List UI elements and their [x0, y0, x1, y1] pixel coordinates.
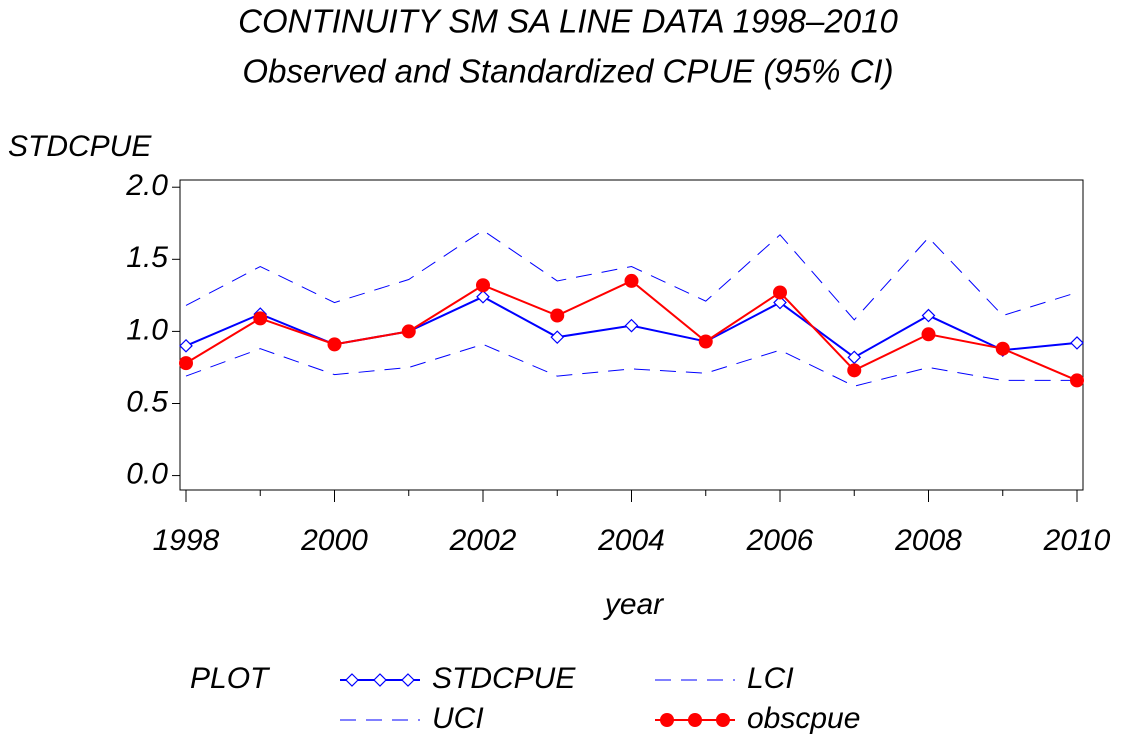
data-point: [550, 330, 565, 345]
x-tick-label: 2002: [449, 524, 517, 557]
legend-marker: [373, 673, 387, 687]
data-point: [921, 327, 936, 342]
legend-marker: [660, 713, 674, 727]
legend-label: LCI: [747, 662, 794, 695]
chart-title: CONTINUITY SM SA LINE DATA 1998–2010: [238, 3, 898, 40]
x-tick-label: 2010: [1043, 524, 1111, 557]
data-point: [921, 308, 936, 323]
legend-marker: [345, 673, 359, 687]
data-point: [476, 289, 490, 304]
series-line: [185, 343, 1077, 387]
data-point: [1070, 336, 1084, 350]
x-tick-label: 2006: [746, 524, 814, 557]
data-point: [401, 324, 416, 339]
data-point: [1070, 373, 1084, 388]
data-point: [773, 295, 787, 310]
data-point: [995, 341, 1010, 356]
data-point: [698, 334, 713, 349]
x-tick-label: 2000: [300, 524, 368, 557]
y-tick-label: 1.5: [126, 241, 168, 274]
x-tick-label: 2008: [894, 524, 962, 557]
x-tick-label: 2004: [597, 524, 665, 557]
legend-marker: [401, 673, 415, 687]
data-point: [476, 278, 490, 293]
y-tick-label: 0.0: [126, 458, 168, 491]
data-point: [624, 318, 639, 333]
legend-label: STDCPUE: [432, 662, 576, 695]
data-point: [550, 308, 565, 323]
data-point: [847, 363, 862, 378]
x-tick-label: 1998: [153, 524, 220, 557]
y-tick-label: 1.0: [126, 313, 168, 346]
data-point: [327, 337, 342, 352]
y-tick-label: 2.0: [125, 169, 168, 202]
series-line: [185, 229, 1078, 321]
data-point: [179, 356, 193, 371]
data-point: [624, 273, 639, 288]
chart-subtitle: Observed and Standardized CPUE (95% CI): [242, 53, 893, 90]
data-point: [253, 311, 268, 326]
y-tick-label: 0.5: [126, 385, 168, 418]
legend-marker: [688, 713, 702, 727]
data-point: [179, 338, 193, 353]
legend-marker: [716, 713, 730, 727]
data-point: [773, 285, 787, 300]
legend-label: UCI: [432, 702, 484, 735]
legend-label: obscpue: [747, 702, 860, 735]
plot-frame: [179, 179, 1084, 491]
legend-title: PLOT: [190, 662, 271, 695]
x-axis-label: year: [603, 588, 664, 621]
y-axis-label: STDCPUE: [8, 130, 152, 163]
